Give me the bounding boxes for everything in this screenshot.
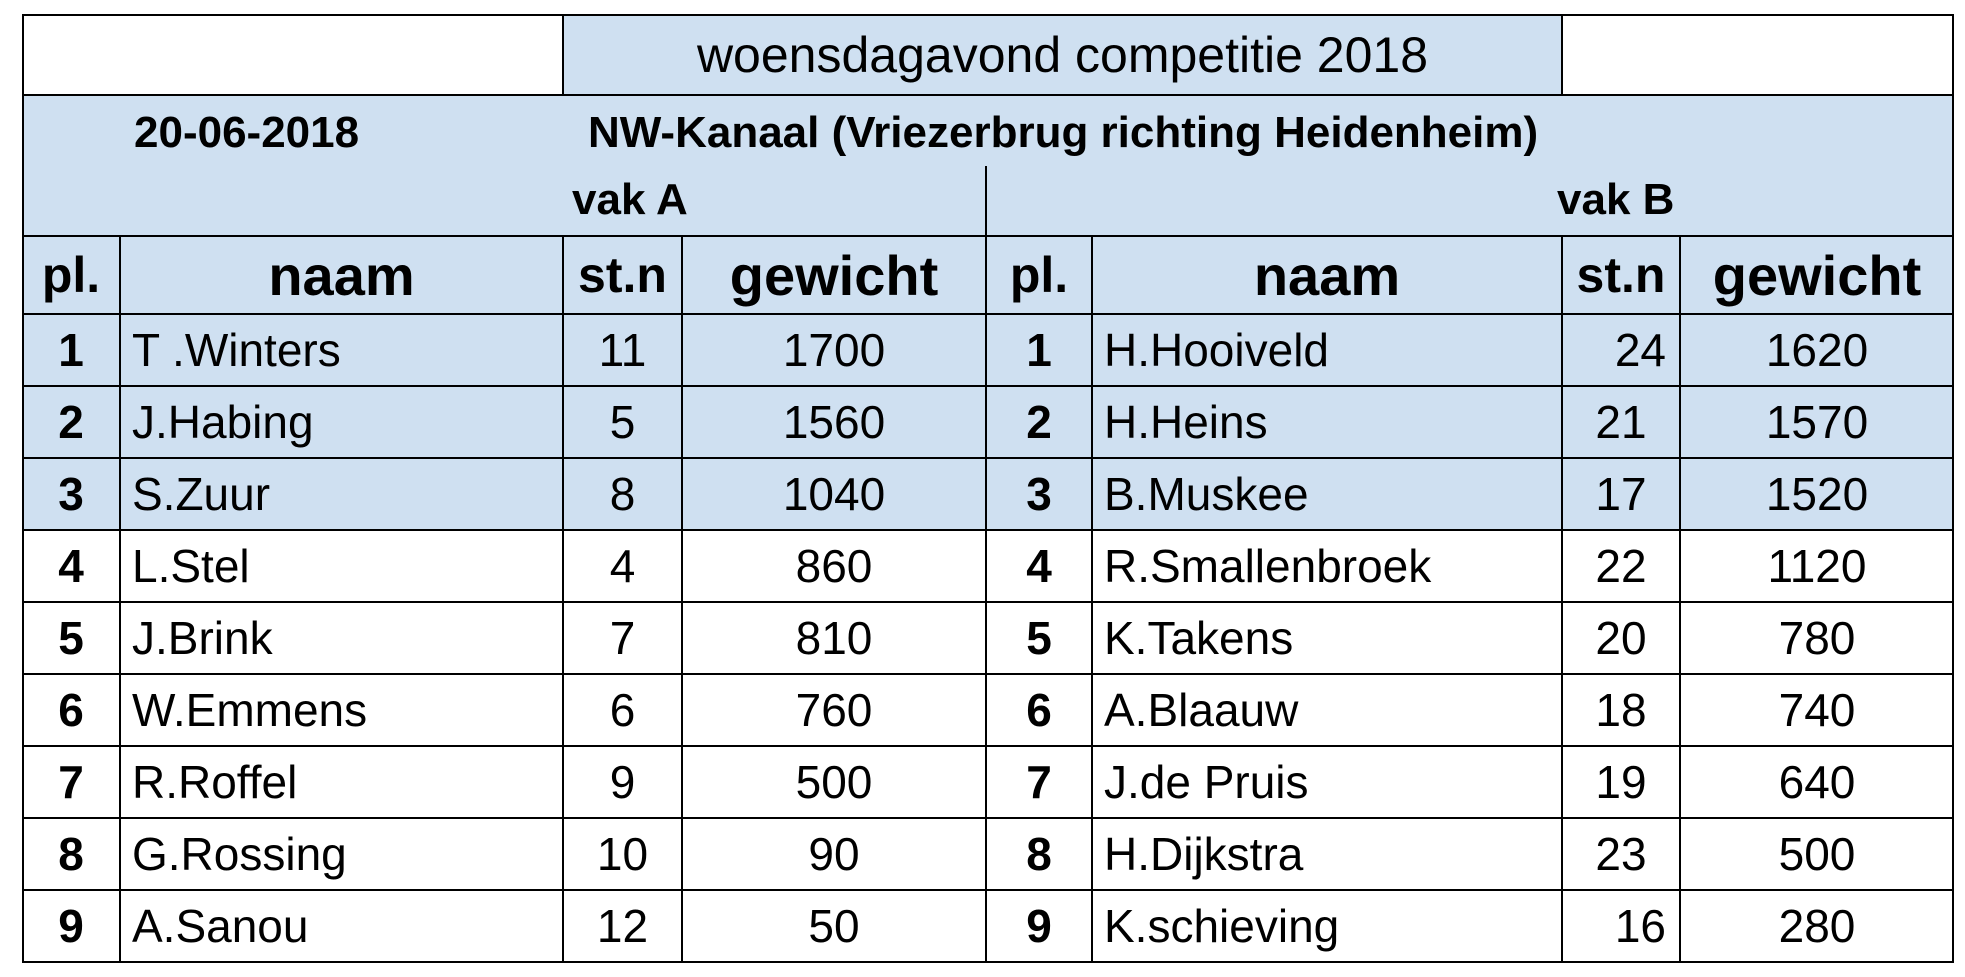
place-cell: 1	[22, 314, 120, 386]
stn-cell: 18	[1595, 684, 1647, 736]
gewicht-cell: 280	[1778, 900, 1856, 952]
stn-cell: 9	[609, 756, 636, 808]
gewicht-cell: 780	[1778, 612, 1856, 664]
stn-cell: 23	[1595, 828, 1647, 880]
naam-cell: H.Dijkstra	[1104, 828, 1304, 880]
stn-cell: 4	[609, 540, 636, 592]
stn-cell: 22	[1595, 540, 1647, 592]
gewicht-cell: 500	[1778, 828, 1856, 880]
stn-cell: 24	[1562, 314, 1680, 386]
stn-cell: 20	[1595, 612, 1647, 664]
place-cell: 9	[1026, 900, 1052, 952]
naam-cell: B.Muskee	[1092, 458, 1562, 530]
place-cell: 5	[58, 612, 84, 664]
place-cell: 9	[58, 900, 84, 952]
header-pl-a: pl.	[22, 236, 120, 314]
header-stn-a: st.n	[563, 236, 682, 314]
naam-cell: K.Takens	[1104, 612, 1294, 664]
results-sheet: woensdagavond competitie 2018 20-06-2018…	[22, 14, 1954, 970]
naam-cell: S.Zuur	[120, 458, 563, 530]
stn-cell: 21	[1562, 386, 1680, 458]
place-cell: 5	[1026, 612, 1052, 664]
stn-cell: 16	[1614, 900, 1666, 952]
naam-cell: R.Smallenbroek	[1104, 540, 1432, 592]
gewicht-cell: 1620	[1680, 314, 1954, 386]
naam-cell: J.Brink	[132, 612, 273, 664]
place-cell: 8	[1026, 828, 1052, 880]
gewicht-cell: 740	[1778, 684, 1856, 736]
gewicht-cell: 1560	[682, 386, 986, 458]
header-gewicht-b: gewicht	[1680, 236, 1954, 314]
place-cell: 6	[58, 684, 84, 736]
naam-cell: H.Hooiveld	[1092, 314, 1562, 386]
place-cell: 7	[1026, 756, 1052, 808]
place-cell: 3	[986, 458, 1092, 530]
gewicht-cell: 640	[1778, 756, 1856, 808]
place-cell: 7	[58, 756, 84, 808]
gewicht-cell: 860	[795, 540, 873, 592]
naam-cell: L.Stel	[132, 540, 250, 592]
stn-cell: 11	[563, 314, 682, 386]
event-date: 20-06-2018	[134, 108, 360, 157]
place-cell: 3	[22, 458, 120, 530]
section-a-label: vak A	[572, 175, 688, 224]
naam-cell: T .Winters	[120, 314, 563, 386]
stn-cell: 5	[563, 386, 682, 458]
naam-cell: W.Emmens	[132, 684, 368, 736]
naam-cell: J.de Pruis	[1104, 756, 1309, 808]
stn-cell: 8	[563, 458, 682, 530]
stn-cell: 17	[1562, 458, 1680, 530]
naam-cell: K.schieving	[1104, 900, 1340, 952]
gewicht-cell: 1520	[1680, 458, 1954, 530]
stn-cell: 7	[609, 612, 636, 664]
stn-cell: 10	[596, 828, 649, 880]
stn-cell: 12	[596, 900, 649, 952]
gewicht-cell: 1700	[682, 314, 986, 386]
place-cell: 1	[986, 314, 1092, 386]
naam-cell: A.Sanou	[132, 900, 309, 952]
header-pl-b: pl.	[986, 236, 1092, 314]
naam-cell: R.Roffel	[132, 756, 298, 808]
stn-cell: 19	[1595, 756, 1647, 808]
place-cell: 2	[986, 386, 1092, 458]
header-gewicht-a: gewicht	[682, 236, 986, 314]
place-cell: 2	[22, 386, 120, 458]
header-naam-a: naam	[120, 236, 563, 314]
place-cell: 8	[58, 828, 84, 880]
naam-cell: A.Blaauw	[1104, 684, 1299, 736]
info-band	[22, 95, 1954, 236]
place-cell: 4	[58, 540, 84, 592]
competition-title: woensdagavond competitie 2018	[563, 14, 1562, 95]
place-cell: 4	[1026, 540, 1052, 592]
header-stn-b: st.n	[1562, 236, 1680, 314]
stn-cell: 6	[609, 684, 636, 736]
event-location: NW-Kanaal (Vriezerbrug richting Heidenhe…	[588, 108, 1539, 157]
gewicht-cell: 760	[795, 684, 873, 736]
naam-cell: H.Heins	[1092, 386, 1562, 458]
naam-cell: G.Rossing	[132, 828, 347, 880]
gewicht-cell: 500	[795, 756, 873, 808]
header-naam-b: naam	[1092, 236, 1562, 314]
gewicht-cell: 90	[808, 828, 860, 880]
place-cell: 6	[1026, 684, 1052, 736]
gewicht-cell: 1570	[1680, 386, 1954, 458]
gewicht-cell: 50	[808, 900, 860, 952]
gewicht-cell: 1040	[682, 458, 986, 530]
gewicht-cell: 810	[795, 612, 873, 664]
gewicht-cell: 1120	[1767, 540, 1867, 592]
section-b-label: vak B	[1557, 175, 1675, 224]
naam-cell: J.Habing	[120, 386, 563, 458]
